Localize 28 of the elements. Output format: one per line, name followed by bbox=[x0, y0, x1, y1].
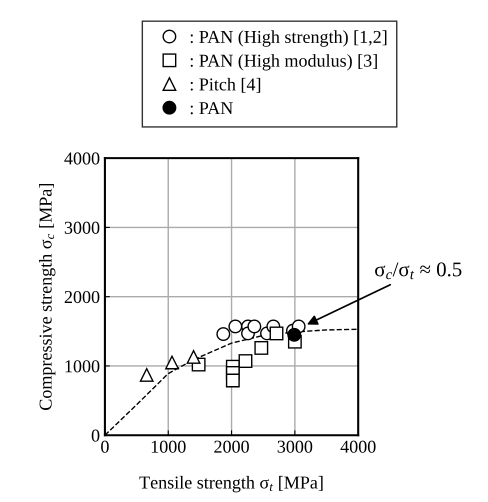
x-tick-label: 3000 bbox=[278, 440, 312, 453]
point bbox=[254, 341, 268, 355]
x-tick-label: 1000 bbox=[152, 440, 186, 453]
y-tick-label: 4000 bbox=[64, 152, 100, 165]
x-tick-label: 4000 bbox=[340, 440, 376, 453]
legend-label: : PAN (High modulus) [3] bbox=[190, 54, 377, 70]
point bbox=[186, 350, 201, 364]
x-tick-label: 0 bbox=[101, 440, 109, 453]
point bbox=[226, 374, 240, 388]
legend-label: : PAN bbox=[190, 102, 233, 114]
legend-label: : Pitch [4] bbox=[190, 78, 260, 93]
y-tick-label: 2000 bbox=[64, 290, 100, 304]
y-tick-label: 0 bbox=[92, 429, 100, 442]
point bbox=[287, 328, 302, 342]
point bbox=[216, 327, 230, 342]
y-tick-label: 1000 bbox=[66, 360, 100, 372]
annotation: σ$_{c}$/σ$_{t}$ ≈ 0.5 bbox=[375, 262, 462, 280]
point bbox=[140, 368, 154, 382]
point bbox=[247, 320, 262, 334]
y-tick-label: 3000 bbox=[64, 222, 100, 234]
legend-label: : PAN (High strength) [1,2] bbox=[190, 30, 386, 47]
point bbox=[270, 326, 284, 340]
point bbox=[238, 354, 252, 368]
y-axis-title: Compressive strength σ$_{c}$ [MPa] bbox=[39, 184, 56, 410]
x-tick-label: 2000 bbox=[214, 440, 249, 453]
x-axis-title: Tensile strength σ$_{t}$ [MPa] bbox=[139, 476, 323, 492]
point bbox=[228, 320, 242, 334]
point bbox=[165, 356, 179, 370]
